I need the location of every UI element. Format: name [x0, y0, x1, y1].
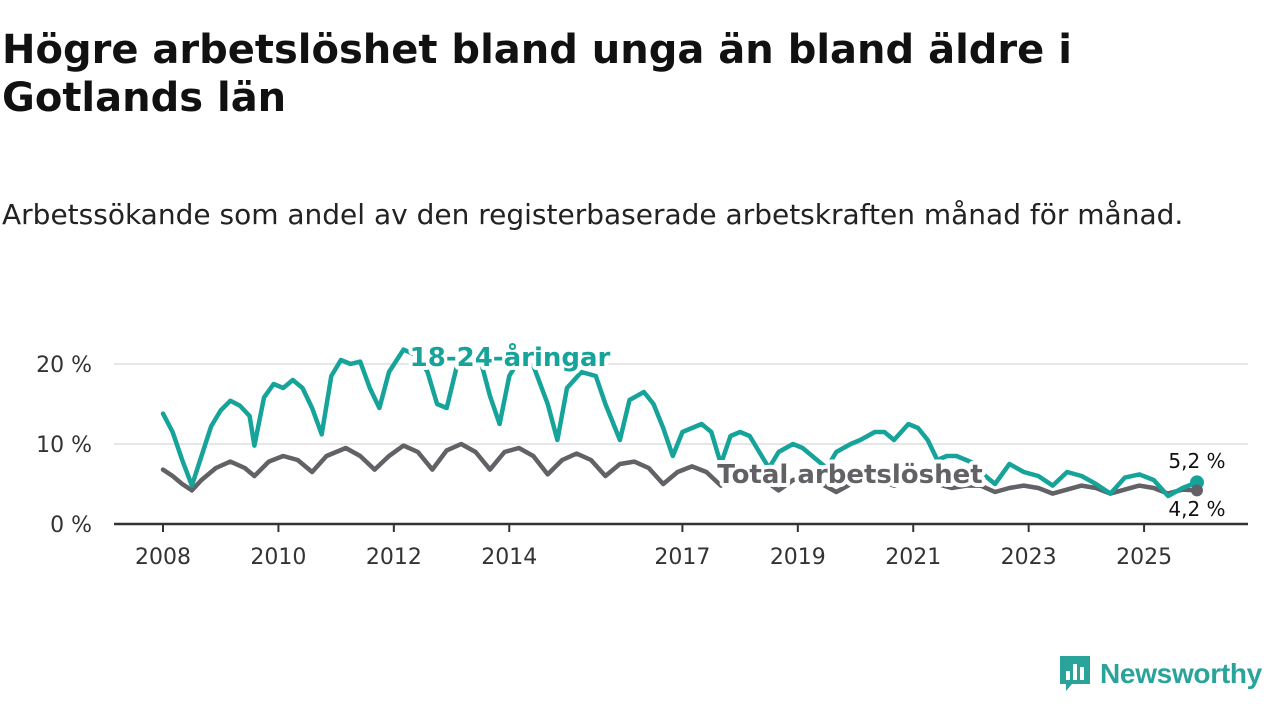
x-tick-label: 2010 — [250, 545, 306, 570]
newsworthy-logo-icon — [1060, 656, 1090, 691]
x-tick-label: 2012 — [366, 545, 422, 570]
brand-name: Newsworthy — [1100, 658, 1262, 689]
end-label-total-halo: 4,2 % — [1168, 497, 1225, 521]
series-end-point-total — [1190, 484, 1203, 497]
y-tick-label: 20 % — [36, 353, 92, 378]
end-label-youth-halo: 5,2 % — [1168, 449, 1225, 473]
series-label-youth-halo: 18-24-åringar — [410, 341, 611, 373]
series-lines — [160, 347, 1200, 499]
chart-subtitle: Arbetssökande som andel av den registerb… — [2, 198, 1184, 231]
x-tick-label: 2008 — [135, 545, 191, 570]
x-tick-label: 2023 — [1001, 545, 1057, 570]
x-tick-label: 2017 — [654, 545, 710, 570]
axes: 0 % 10 % 20 % 2008 2010 2012 2014 2017 2019 2021 2… — [36, 353, 1248, 570]
x-tick-label: 2025 — [1116, 545, 1172, 570]
series-label-total: Total arbetslöshet — [717, 460, 982, 490]
x-tick-label: 2014 — [481, 545, 537, 570]
x-tick-label: 2019 — [770, 545, 826, 570]
y-tick-label: 10 % — [36, 433, 92, 458]
series-line — [160, 347, 1200, 499]
chart-title: Högre arbetslöshet bland unga än bland ä… — [2, 27, 1072, 121]
series-label-youth: 18-24-åringar — [410, 341, 611, 373]
grid-lines — [114, 363, 1248, 445]
y-tick-label: 0 % — [50, 513, 92, 538]
series-line — [160, 441, 1200, 496]
newsworthy-logo: Newsworthy — [1058, 654, 1262, 694]
end-label-youth: 5,2 % — [1168, 449, 1225, 473]
x-tick-label: 2021 — [885, 545, 941, 570]
series-label-total-halo: Total arbetslöshet — [717, 460, 982, 490]
end-label-total: 4,2 % — [1168, 497, 1225, 521]
